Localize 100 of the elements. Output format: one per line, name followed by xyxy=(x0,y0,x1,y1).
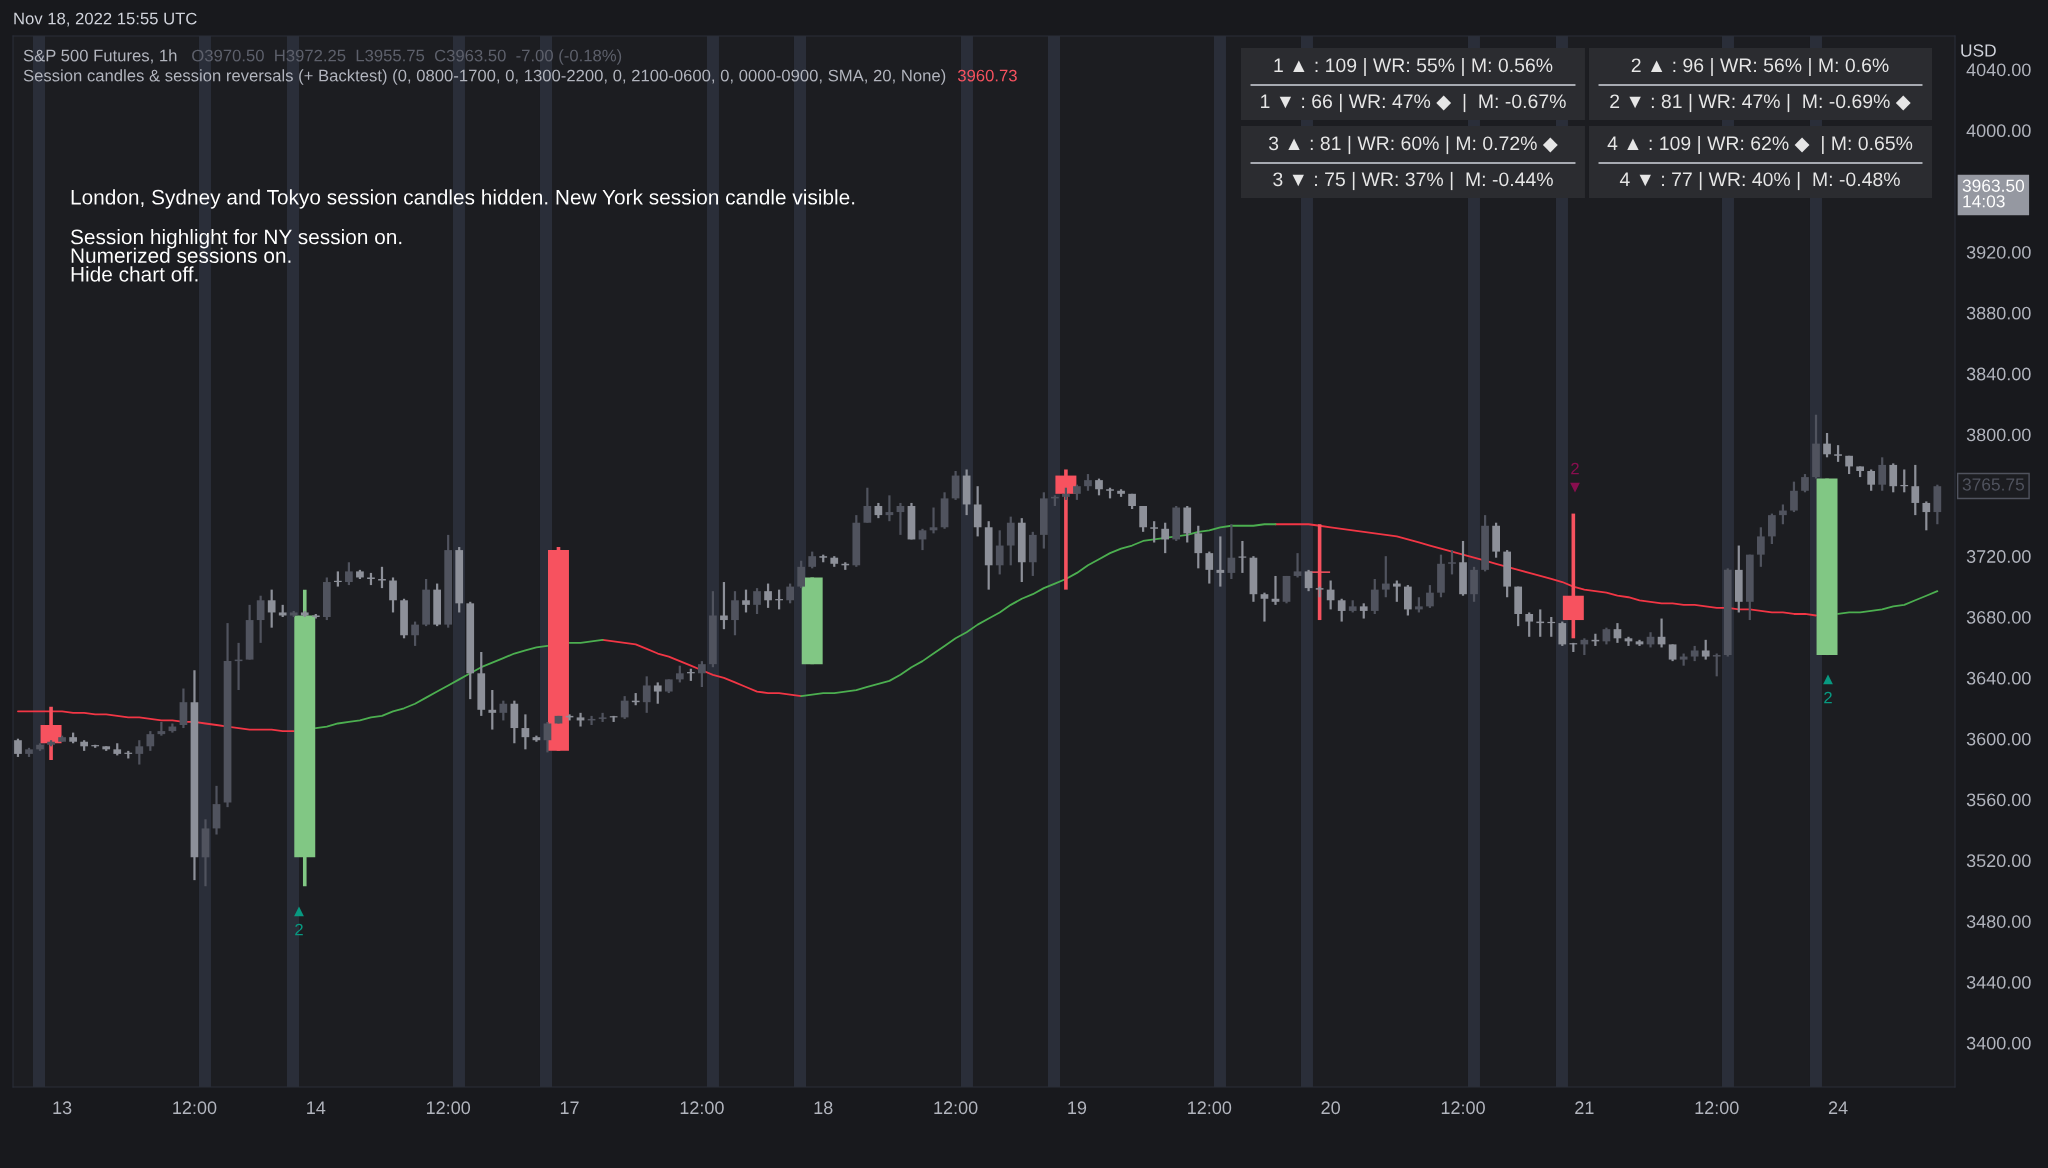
x-tick-label: 12:00 xyxy=(1695,1101,1739,1115)
candlestick xyxy=(1712,652,1721,678)
x-tick-label: 18 xyxy=(814,1101,833,1115)
candlestick xyxy=(620,695,629,721)
y-tick-label: 3800.00 xyxy=(1966,428,2031,442)
annotation: Session highlight for NY session on. Numerized sessions on. Hide chart off. xyxy=(70,229,402,282)
candlestick xyxy=(1525,611,1534,638)
annotation: 4 ▲ : 109 | WR: 62% ◆ | M: 0.65% xyxy=(1607,135,1913,155)
x-tick-label: 12:00 xyxy=(934,1101,978,1115)
candlestick xyxy=(720,580,728,631)
annotation: ▲ xyxy=(1823,674,1833,685)
y-tick-label: 3600.00 xyxy=(1966,732,2031,746)
candlestick xyxy=(1370,577,1379,616)
candlestick xyxy=(1150,520,1159,544)
candlestick xyxy=(1768,512,1776,546)
candlestick xyxy=(973,485,982,538)
x-tick-label: 14 xyxy=(307,1101,326,1114)
candlestick xyxy=(1326,579,1335,611)
candlestick xyxy=(1216,535,1225,588)
y-tick-label: 3400.00 xyxy=(1966,1036,2031,1050)
candlestick xyxy=(1293,552,1302,579)
y-tick-label: 3880.00 xyxy=(1966,306,2031,320)
text: Nov 18, 2022 15:55 UTC xyxy=(14,12,197,27)
annotation: 2 ▲ : 96 | WR: 56% | M: 0.6% xyxy=(1631,57,1889,77)
x-tick-label: 20 xyxy=(1321,1101,1340,1115)
candlestick xyxy=(764,582,772,609)
candlestick xyxy=(1624,635,1633,648)
y-tick-label: 3520.00 xyxy=(1966,854,2031,868)
candlestick xyxy=(521,713,530,751)
candlestick xyxy=(1271,574,1280,606)
text: USD xyxy=(1961,44,1996,57)
candlestick xyxy=(1790,480,1798,514)
candlestick xyxy=(1337,597,1346,623)
annotation: 1 ▼ : 66 | WR: 47% ◆ | M: -0.67% xyxy=(1261,93,1566,113)
candlestick xyxy=(576,711,585,728)
x-tick-label: 12:00 xyxy=(1441,1101,1485,1115)
candlestick xyxy=(256,594,265,644)
y-tick-label: 3480.00 xyxy=(1966,915,2031,928)
text: S&P 500 Futures, 1h xyxy=(23,49,177,64)
text: Session candles & session reversals (+ Backtest) (0, 0800-1700, 0, 1300-2200, 0, 2100-0600, 0, 0000-0900, SMA, 20, None) xyxy=(23,69,946,85)
y-tick-label: 3840.00 xyxy=(1966,367,2031,381)
y-tick-label: 3920.00 xyxy=(1966,245,2031,259)
y-tick-label: 3640.00 xyxy=(1966,671,2031,685)
candlestick xyxy=(488,688,497,731)
candlestick xyxy=(135,739,144,766)
annotation: 1 ▲ : 109 | WR: 55% | M: 0.56% xyxy=(1274,57,1553,77)
candlestick xyxy=(1260,591,1269,623)
candlestick xyxy=(1238,539,1247,575)
candlestick xyxy=(1139,504,1147,533)
annotation: O3970.50 H3972.25 L3955.75 C3963.50 -7.00 (-0.18%) xyxy=(192,49,622,65)
candlestick xyxy=(411,620,419,648)
candlestick xyxy=(1889,462,1898,494)
candlestick xyxy=(14,737,22,759)
candlestick xyxy=(995,529,1004,576)
candlestick xyxy=(786,582,794,605)
x-tick-label: 12:00 xyxy=(426,1101,471,1115)
text: 3765.75 xyxy=(1962,478,2025,491)
candlestick xyxy=(1878,456,1887,492)
candlestick xyxy=(598,711,607,724)
candlestick xyxy=(499,699,508,722)
candlestick xyxy=(1194,524,1203,570)
annotation: 2 xyxy=(1824,691,1832,704)
candlestick xyxy=(389,576,397,614)
annotation: 3 ▲ : 81 | WR: 60% | M: 0.72% ◆ xyxy=(1268,135,1558,155)
x-tick-label: 13 xyxy=(53,1101,72,1115)
candlestick xyxy=(543,720,552,754)
y-tick-label: 3440.00 xyxy=(1966,975,2031,989)
annotation: ▼ xyxy=(1570,482,1580,493)
candlestick xyxy=(1304,568,1313,593)
x-tick-label: 12:00 xyxy=(173,1101,217,1115)
y-tick-label: 4000.00 xyxy=(1966,124,2031,138)
candlestick xyxy=(179,687,188,730)
x-tick-label: 12:00 xyxy=(1188,1101,1232,1115)
candlestick xyxy=(885,494,894,523)
candlestick xyxy=(929,506,938,535)
candlestick xyxy=(1823,431,1831,459)
candlestick xyxy=(1227,523,1236,581)
candlestick xyxy=(1801,472,1809,494)
annotation: London, Sydney and Tokyo session candles hidden. New York session candle visible. xyxy=(71,189,855,209)
x-tick-label: 19 xyxy=(1068,1101,1087,1115)
x-tick-label: 17 xyxy=(560,1101,579,1114)
candlestick xyxy=(1381,555,1390,599)
annotation: 3 ▼ : 75 | WR: 37% | M: -0.44% xyxy=(1273,171,1553,191)
y-tick-label: 3720.00 xyxy=(1966,550,2031,563)
candlestick xyxy=(742,588,750,614)
annotation: 2 ▼ : 81 | WR: 47% | M: -0.69% ◆ xyxy=(1610,93,1911,113)
candlestick xyxy=(1558,620,1567,648)
y-tick-label: 3680.00 xyxy=(1966,610,2031,624)
candlestick xyxy=(642,675,651,714)
candlestick xyxy=(863,486,872,524)
x-tick-label: 21 xyxy=(1575,1101,1594,1114)
candlestick xyxy=(918,527,927,552)
annotation: ▲ xyxy=(294,906,304,917)
annotation: 2 xyxy=(295,923,303,936)
candlestick xyxy=(1205,550,1214,585)
candlestick xyxy=(1613,621,1622,644)
candlestick xyxy=(753,587,761,616)
candlestick xyxy=(698,660,706,689)
candlestick xyxy=(345,561,353,587)
candlestick xyxy=(1404,583,1412,617)
